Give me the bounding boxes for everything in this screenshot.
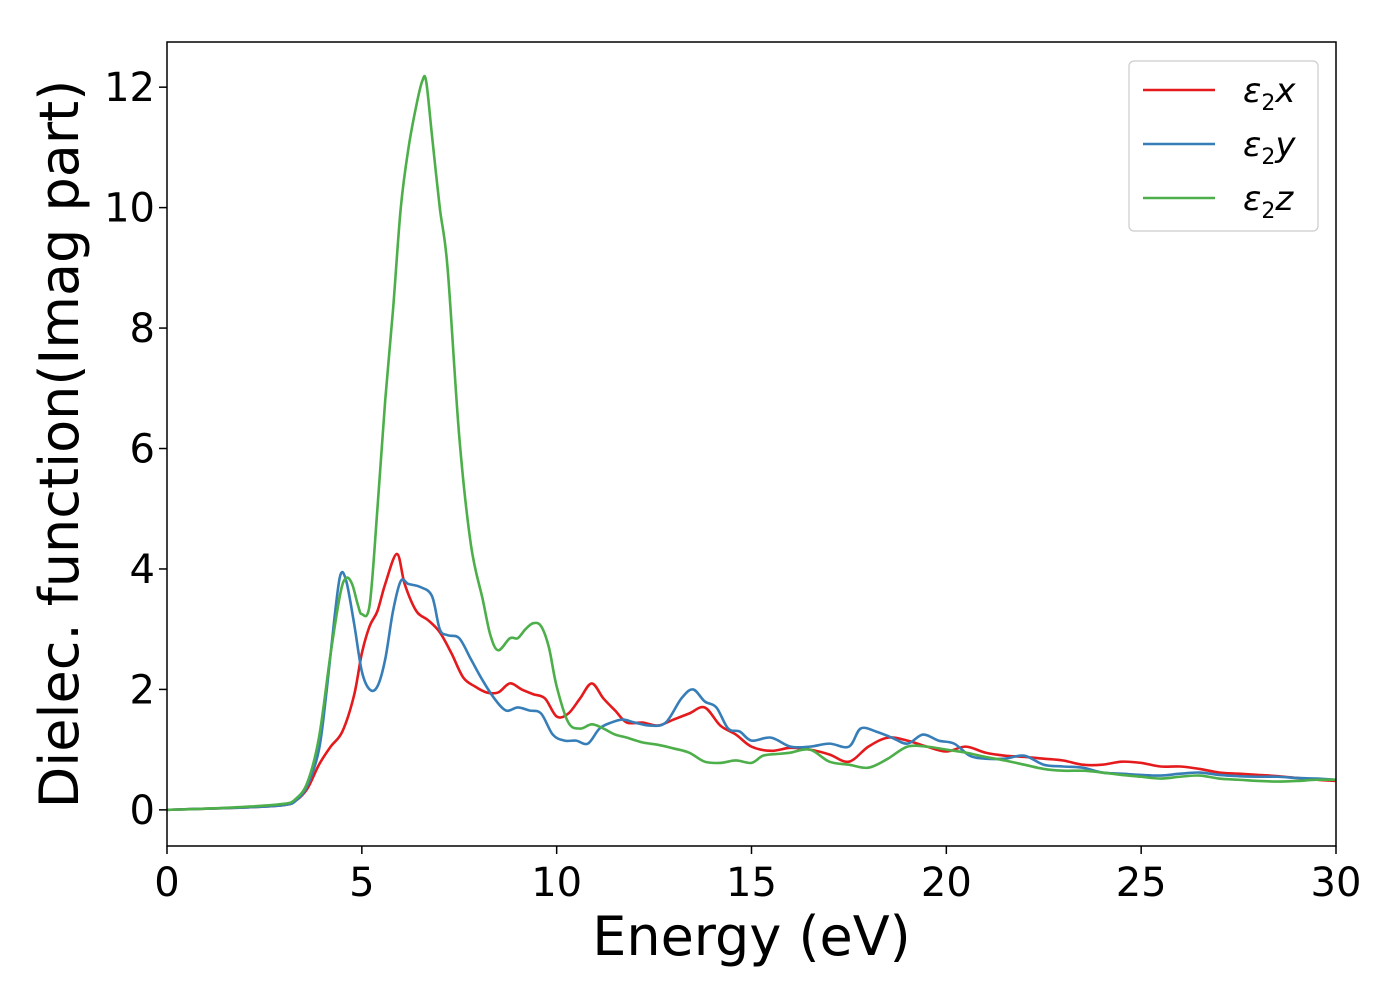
series-line-z — [167, 74, 1336, 812]
legend-box — [1128, 60, 1319, 232]
legend-label-y: ε2y — [1243, 125, 1296, 170]
x-axis-title: Energy (eV) — [592, 905, 911, 968]
y-tick-label: 12 — [104, 65, 155, 111]
x-tick-label: 0 — [154, 860, 179, 906]
y-tick-label: 10 — [104, 186, 155, 232]
y-tick-label: 4 — [130, 547, 155, 593]
y-tick-label: 8 — [130, 306, 155, 352]
x-tick-label: 30 — [1311, 860, 1362, 906]
x-tick-label: 10 — [531, 860, 582, 906]
legend: ε2x ε2y ε2z — [1128, 60, 1319, 232]
legend-label-z: ε2z — [1243, 179, 1294, 224]
y-tick-label: 2 — [130, 667, 155, 713]
y-axis-title: Dielec. function(Imag part) — [28, 80, 91, 809]
x-tick-label: 20 — [921, 860, 972, 906]
series-line-y — [167, 570, 1336, 812]
x-tick-label: 5 — [349, 860, 374, 906]
y-tick-label: 6 — [130, 427, 155, 473]
tick-layer: 0 5 10 15 20 25 30 0 2 4 6 8 10 12 — [104, 65, 1361, 906]
y-tick-label: 0 — [130, 788, 155, 834]
series-line-x — [167, 552, 1336, 812]
x-tick-label: 15 — [726, 860, 777, 906]
legend-label-x: ε2x — [1243, 71, 1296, 116]
x-tick-label: 25 — [1116, 860, 1167, 906]
series-layer — [167, 74, 1336, 812]
